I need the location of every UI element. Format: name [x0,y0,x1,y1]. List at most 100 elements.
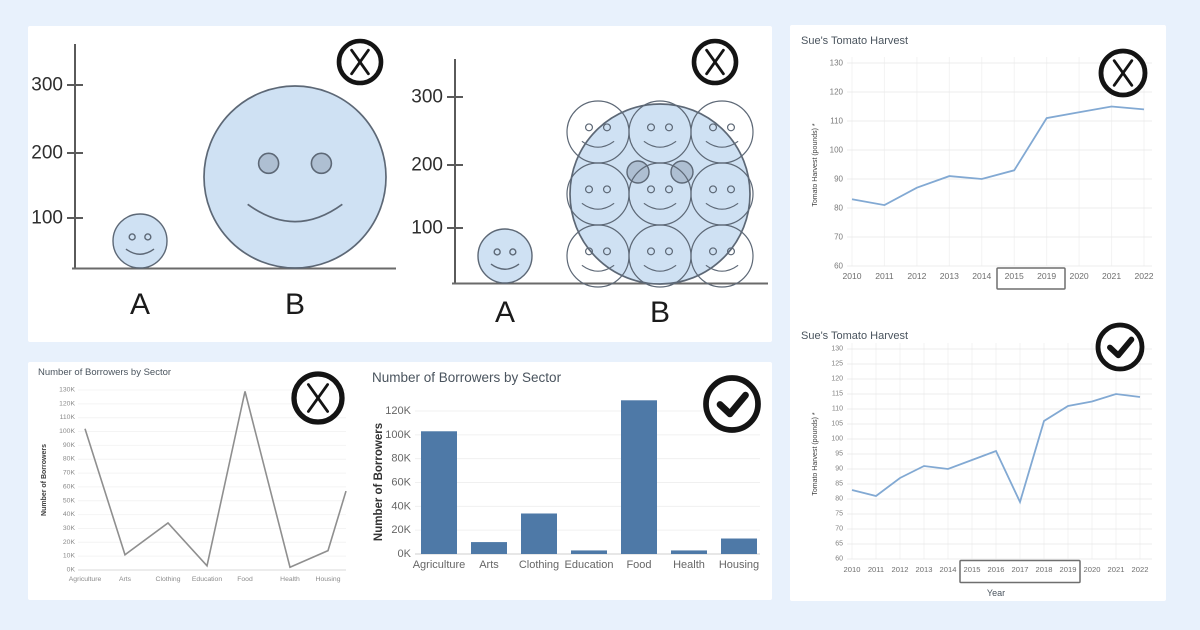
smiley-smile [643,264,677,272]
bar [621,400,657,554]
smiley-smile [705,140,739,148]
y-tick-label: 70 [835,526,843,533]
y-tick-label: 90 [834,175,843,184]
incorrect-x-icon [1098,48,1148,98]
y-tick-label: 130K [59,387,75,394]
panel-borrowers: Number of Borrowers by Sector Number of … [28,362,772,600]
x-tick-label: Health [280,576,300,583]
y-tick-label: 90K [63,442,76,449]
smiley-eye-icon [602,247,612,256]
y-tick-label: 65 [835,541,843,548]
x-tick-label: 2013 [940,271,959,281]
y-tick-label: 130 [831,346,843,353]
y-tick-label: 95 [835,451,843,458]
y-tick-label: 115 [832,391,843,398]
y-tick-label: 80 [834,204,843,213]
smiley-smile [643,202,677,210]
y-tick-label: 100 [411,218,443,239]
y-tick-label: 120 [830,88,844,97]
x-tick-label: 2014 [972,271,991,281]
x-tick-label: Clothing [519,559,559,571]
smiley-face [477,228,533,284]
smiley-face [690,224,754,288]
data-line [84,391,347,569]
x-tick-label: 2021 [1108,565,1125,574]
x-tick-label: 2010 [844,565,861,574]
highlight-box [959,559,1081,584]
y-tick-label: 100 [831,436,843,443]
smiley-smile [705,202,739,210]
y-tick-label: 90 [835,466,843,473]
data-line [851,393,1141,505]
correct-check-icon [1095,322,1145,372]
x-tick-label: Education [565,559,614,571]
x-axis-label: Year [987,588,1005,598]
y-tick-label: 10K [63,553,76,560]
bar [471,542,507,554]
category-label: A [130,288,150,321]
x-tick-label: 2022 [1132,565,1149,574]
category-label: B [650,296,670,329]
smiley-eye-icon [509,248,517,256]
x-tick-label: Health [673,559,705,571]
smiley-smile [490,263,520,270]
smiley-eye-icon [647,185,656,194]
smiley-face [569,103,751,285]
chart-title: Sue's Tomato Harvest [801,330,908,342]
y-tick-label: 50K [63,497,76,504]
x-tick-label: 2022 [1134,271,1153,281]
smiley-eye-icon [726,247,736,256]
x-tick-label: 2019 [1060,565,1077,574]
y-tick-label: 200 [31,143,63,164]
smiley-eye-icon [709,123,718,132]
x-tick-label: Arts [479,559,499,571]
smiley-eye-icon [647,247,656,256]
x-tick-label: Agriculture [413,559,466,571]
panel-size-encoding: 300 200 100 A B 300 200 100 A B [28,26,772,342]
y-tick-label: 80 [835,496,843,503]
x-tick-label: Food [237,576,253,583]
y-axis-label: Number of Borrowers [373,423,385,541]
incorrect-x-icon [291,371,345,425]
y-tick-label: 85 [835,481,843,488]
smiley-eye-icon [664,185,674,194]
panel-tomato-harvest: Sue's Tomato Harvest Tomato Harvest (pou… [790,25,1166,601]
y-tick-label: 100 [830,146,844,155]
borrowers-figure: Number of Borrowers by Sector Number of … [38,367,761,583]
x-stroke [705,48,725,76]
x-tick-label: Housing [316,576,341,583]
y-tick-label: 300 [411,87,443,108]
smiley-eye-icon [647,123,656,132]
smiley-eye-icon [664,123,674,132]
y-tick-label: 100 [31,208,63,229]
y-tick-label: 120K [59,400,75,407]
x-tick-label: 2019 [1037,271,1056,281]
y-tick-label: 30K [63,525,76,532]
smiley-smile [125,248,155,255]
smiley-eye-icon [310,152,333,175]
highlight-box [996,267,1066,290]
bar [521,513,557,554]
x-tick-label: Housing [719,559,759,571]
smiley-eye-icon [585,123,594,132]
y-tick-label: 110K [60,414,76,421]
x-tick-label: 2012 [892,565,909,574]
smiley-smile [581,264,615,272]
incorrect-x-icon [336,38,384,86]
x-tick-label: 2020 [1084,565,1101,574]
smiley-eye-icon [128,233,136,241]
chart-title: Number of Borrowers by Sector [38,367,171,378]
y-tick-label: 60 [835,556,843,563]
x-tick-label: 2015 [1005,271,1024,281]
y-tick-label: 40K [63,511,76,518]
category-label: A [495,296,515,329]
y-tick-label: 125 [831,361,843,368]
y-tick-label: 200 [411,155,443,176]
x-tick-label: Arts [119,576,132,583]
y-tick-label: 110 [832,406,843,413]
smiley-smile [247,203,343,223]
x-tick-label: 2021 [1102,271,1121,281]
x-tick-label: 2015 [964,565,981,574]
x-tick-label: 2020 [1070,271,1089,281]
